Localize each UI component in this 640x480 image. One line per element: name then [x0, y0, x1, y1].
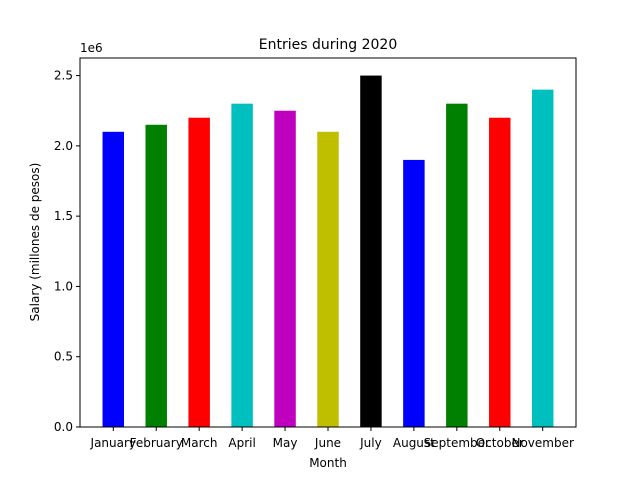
bar-november [531, 89, 554, 427]
bar-july [360, 75, 382, 428]
x-tick-label: October [476, 436, 524, 450]
x-tick-label: August [393, 436, 435, 450]
y-ticks-group: 0.0 0.5 1.0 1.5 2.0 2.5 [54, 69, 80, 434]
x-tick-label: November [511, 436, 573, 450]
y-tick-label: 2.0 [54, 139, 73, 153]
x-axis-label: Month [309, 456, 347, 470]
chart-title: Entries during 2020 [259, 37, 397, 53]
bars-group [102, 75, 554, 428]
x-tick-label: May [273, 436, 298, 450]
bar-april [231, 103, 253, 427]
y-offset-label: 1e6 [80, 41, 103, 55]
x-tick-label: September [424, 436, 490, 450]
bar-august [403, 159, 425, 427]
x-tick-label: February [130, 436, 183, 450]
bar-january [102, 131, 125, 428]
bar-may [274, 110, 296, 427]
y-tick-label: 0.0 [54, 420, 73, 434]
y-tick-label: 0.5 [54, 350, 73, 364]
y-tick-label: 1.0 [54, 279, 73, 293]
x-tick-label: July [359, 436, 382, 450]
x-tick-label: April [228, 436, 255, 450]
bar-september [446, 103, 468, 427]
y-tick-label: 1.5 [54, 209, 73, 223]
bar-february [145, 124, 167, 428]
y-tick-label: 2.5 [54, 69, 73, 83]
x-tick-label: June [314, 436, 341, 450]
bar-october [489, 117, 511, 427]
x-tick-label: January [90, 436, 137, 450]
x-tick-label: March [181, 436, 218, 450]
bar-march [188, 117, 210, 427]
bar-june [317, 131, 339, 428]
plot-frame [79, 57, 577, 428]
y-axis-label: Salary (millones de pesos) [28, 163, 42, 322]
